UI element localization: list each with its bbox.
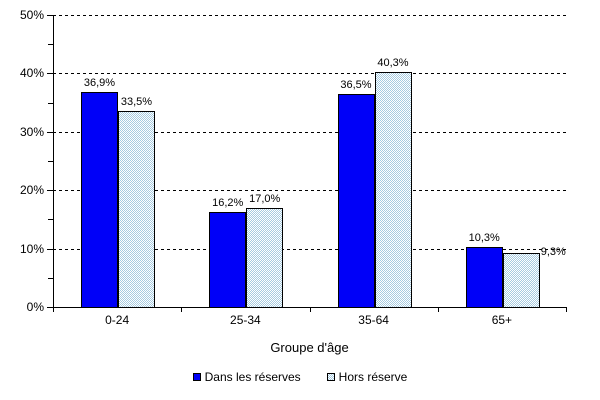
y-axis-major-tick (47, 190, 53, 192)
bar-dans-les-reserves-35-64 (337, 93, 375, 308)
bar-hors-reserve-65+ (502, 252, 540, 308)
y-axis-minor-tick (48, 102, 53, 104)
data-label: 10,3% (468, 231, 500, 244)
x-axis-tick (309, 307, 311, 312)
bar-dans-les-reserves-25-34 (209, 212, 247, 308)
legend-item-hors-reserve: Hors réserve (326, 370, 408, 384)
bar-dans-les-reserves-0-24 (81, 91, 118, 308)
y-axis-tick-label: 50% (19, 8, 44, 22)
x-axis-category-label: 25-34 (230, 313, 261, 327)
data-label: 36,9% (83, 76, 116, 89)
x-axis-category-label: 35-64 (358, 313, 389, 327)
x-axis-category-label: 65+ (491, 313, 513, 327)
y-axis-minor-tick (48, 277, 53, 279)
data-label: 17,0% (249, 192, 281, 205)
gridline-50 (53, 15, 566, 16)
data-label: 40,3% (377, 56, 409, 69)
x-axis-category-label: 0-24 (105, 313, 130, 327)
x-axis-tick (566, 307, 567, 312)
y-axis-minor-tick (48, 161, 53, 162)
x-axis-tick (437, 307, 439, 312)
y-axis-tick-label: 20% (19, 183, 44, 198)
data-label: 16,2% (212, 197, 244, 210)
x-axis-tick (53, 307, 54, 312)
legend-label: Dans les réserves (204, 370, 301, 384)
y-axis-tick-label: 10% (19, 241, 44, 256)
y-axis-line (53, 15, 54, 308)
y-axis-minor-tick (48, 44, 53, 46)
y-axis-tick-label: 30% (19, 124, 44, 139)
y-axis-major-tick (47, 73, 53, 75)
y-axis-tick-label: 0% (26, 300, 44, 314)
legend: Dans les réserves Hors réserve (0, 370, 600, 384)
y-axis-major-tick (47, 248, 53, 250)
y-axis-minor-tick (48, 219, 53, 221)
y-axis-major-tick (47, 15, 53, 16)
gridline-20 (53, 190, 566, 192)
legend-marker-icon (192, 373, 201, 381)
gridline-30 (53, 131, 566, 133)
y-axis-major-tick (47, 131, 53, 133)
gridline-40 (53, 73, 566, 75)
y-axis-tick-label: 40% (19, 66, 44, 81)
gridline-10 (53, 248, 566, 250)
bar-hors-reserve-0-24 (118, 111, 155, 308)
bar-hors-reserve-35-64 (374, 71, 412, 308)
bar-hors-reserve-25-34 (246, 207, 284, 308)
data-label: 36,5% (340, 78, 372, 91)
data-label: 9,3% (540, 245, 566, 258)
y-axis-major-tick (47, 307, 53, 308)
x-axis-title: Groupe d'âge (270, 340, 349, 355)
data-label: 33,5% (120, 96, 153, 109)
legend-marker-icon (326, 373, 335, 381)
legend-item-dans-les-reserves: Dans les réserves (192, 370, 301, 384)
bar-dans-les-reserves-65+ (465, 246, 503, 308)
legend-label: Hors réserve (338, 370, 408, 384)
x-axis-tick (181, 307, 183, 312)
